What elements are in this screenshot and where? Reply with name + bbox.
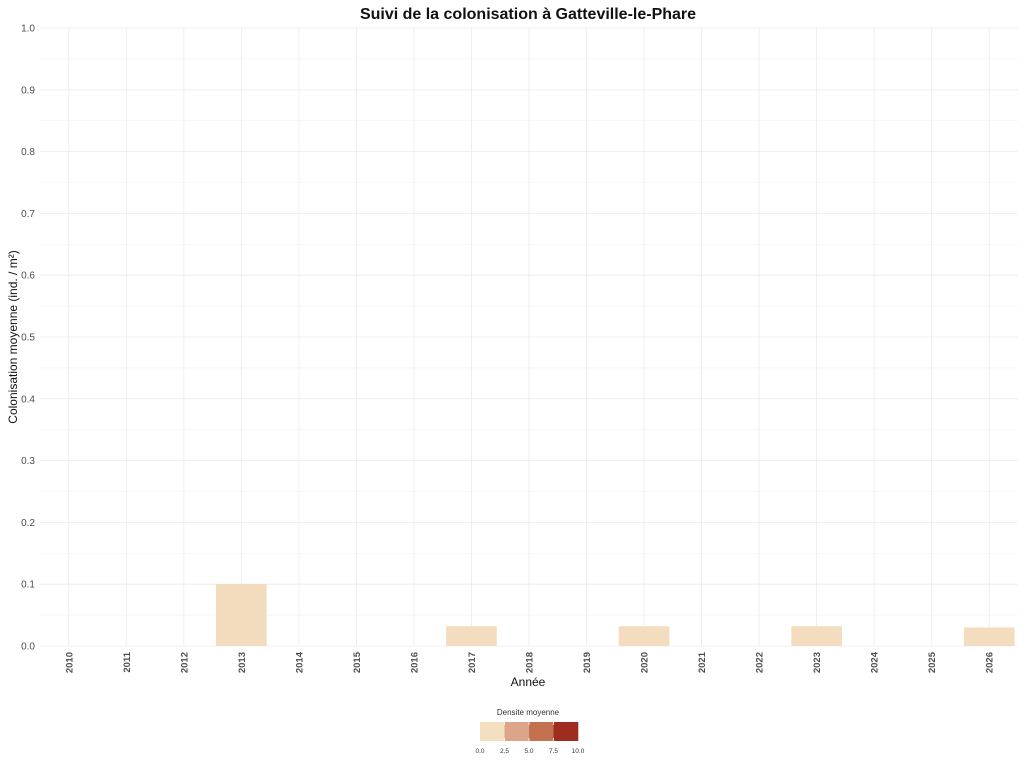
legend-swatch	[553, 722, 579, 741]
x-tick-label: 2021	[697, 651, 708, 673]
legend-swatch	[529, 722, 554, 741]
y-tick-label: 0.4	[21, 394, 35, 405]
x-tick-label: 2011	[122, 651, 133, 672]
y-tick-label: 0.1	[21, 580, 35, 591]
legend: Densite moyenne 0.0 2.5 5.0 7.5 10.0	[475, 708, 584, 755]
legend-ticks: 0.0 2.5 5.0 7.5 10.0	[475, 722, 585, 755]
legend-swatch	[504, 722, 530, 741]
x-tick-label: 2010	[64, 652, 75, 673]
bar-2013	[216, 584, 267, 646]
legend-colorbar	[480, 722, 579, 741]
y-tick-label: 0.6	[21, 271, 35, 282]
bar-2026	[963, 627, 1015, 646]
legend-tick-label: 5.0	[524, 748, 533, 755]
y-tick-label: 1.0	[21, 24, 35, 35]
legend-swatch	[480, 722, 505, 741]
x-tick-label: 2014	[294, 651, 305, 673]
legend-title: Densite moyenne	[497, 708, 560, 717]
x-tick-label: 2012	[179, 652, 190, 673]
bar-2023	[791, 626, 842, 646]
legend-tick-label: 2.5	[500, 748, 509, 755]
y-axis-title: Colonisation moyenne (ind. / m²)	[6, 250, 20, 423]
x-tick-label: 2022	[755, 652, 766, 673]
y-axis-ticks: 0.0 0.1 0.2 0.3 0.4 0.5 0.6 0.7 0.8 0.9 1.0	[21, 24, 35, 653]
y-tick-label: 0.8	[21, 147, 35, 158]
x-tick-label: 2020	[640, 652, 651, 673]
chart-title: Suivi de la colonisation à Gatteville-le…	[360, 6, 696, 23]
x-tick-label: 2024	[870, 651, 881, 673]
y-tick-label: 0.5	[21, 333, 35, 344]
x-tick-label: 2019	[582, 652, 593, 673]
y-tick-label: 0.3	[21, 456, 35, 467]
grid	[40, 27, 1018, 647]
y-tick-label: 0.7	[21, 209, 35, 220]
bars	[216, 584, 1015, 646]
x-tick-label: 2015	[352, 651, 363, 673]
x-tick-label: 2013	[237, 652, 248, 673]
bar-2017	[446, 626, 497, 646]
legend-tick-label: 0.0	[475, 748, 484, 755]
x-tick-label: 2018	[525, 652, 536, 673]
x-tick-label: 2026	[985, 652, 996, 673]
legend-tick-label: 10.0	[572, 748, 585, 755]
bar-2020	[618, 626, 670, 646]
x-axis-title: Année	[511, 675, 546, 689]
x-tick-label: 2016	[409, 652, 420, 673]
x-tick-label: 2025	[927, 651, 938, 673]
x-tick-label: 2023	[812, 652, 823, 673]
y-tick-label: 0.0	[21, 642, 35, 653]
x-tick-label: 2017	[467, 652, 478, 673]
legend-tick-label: 7.5	[549, 748, 558, 755]
y-tick-label: 0.2	[21, 518, 35, 529]
x-axis-ticks: 2010 2011 2012 2013 2014 2015 2016 2017 2018 2019…	[64, 651, 995, 673]
y-tick-label: 0.9	[21, 85, 35, 96]
